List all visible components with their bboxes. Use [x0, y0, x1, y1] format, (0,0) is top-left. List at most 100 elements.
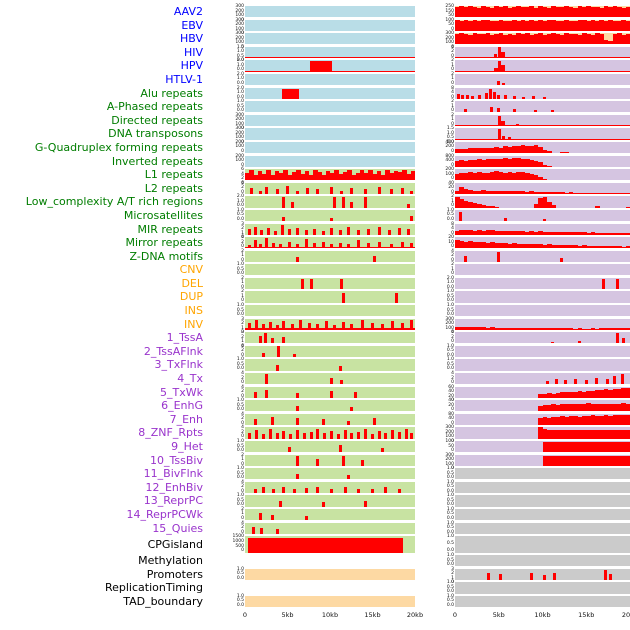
data-bar	[529, 231, 535, 235]
axis-row: 0 5kb 10kb 15kb 20kb 0 5kb 10kb 15kb 20kb	[0, 609, 630, 623]
data-bar	[584, 379, 588, 385]
data-bar	[401, 188, 405, 194]
data-bar	[616, 193, 622, 194]
left-track-panel	[245, 345, 415, 358]
data-bar	[564, 244, 570, 249]
data-bar	[551, 393, 556, 398]
data-bar	[595, 390, 600, 398]
data-bar	[370, 489, 374, 493]
data-bar	[333, 325, 337, 330]
data-bar	[410, 171, 415, 181]
y-tick-label: 20	[448, 185, 454, 191]
y-tick-label: 200	[235, 130, 244, 136]
data-bar	[525, 21, 530, 31]
y-tick-label: 0	[451, 257, 454, 263]
y-tick-label: 3	[241, 316, 244, 322]
left-track-panel	[245, 250, 415, 262]
data-bar	[321, 175, 327, 181]
y-axis-ticks: 100 50 0	[445, 439, 454, 453]
left-cell: 1.0 0.5 0.0	[237, 100, 415, 113]
data-bar	[608, 246, 613, 249]
y-tick-label: 0.5	[236, 497, 244, 503]
data-bar	[530, 573, 534, 580]
x-tick-label: 15kb	[578, 610, 595, 619]
data-bar	[463, 256, 467, 262]
data-bar	[463, 173, 469, 181]
data-bar	[494, 6, 500, 18]
data-bar	[603, 569, 607, 580]
data-bar	[338, 229, 342, 235]
row-label: EBV	[181, 18, 203, 32]
data-bar	[551, 416, 556, 426]
y-tick-label: 100	[235, 121, 244, 127]
data-bar	[468, 201, 473, 208]
data-bar	[282, 486, 286, 493]
data-bar	[260, 528, 264, 534]
y-axis-ticks: 300 200 100 0	[445, 426, 454, 444]
y-tick-label: 1.0	[236, 593, 244, 599]
y-tick-label: 8	[451, 85, 454, 91]
left-track-panel	[245, 291, 415, 303]
data-bar	[484, 92, 488, 99]
y-tick-label: 0.5	[446, 525, 454, 531]
y-tick-label: 0	[241, 434, 244, 440]
y-tick-label: 1	[241, 280, 244, 286]
y-tick-label: 1	[451, 62, 454, 68]
data-bar	[542, 404, 548, 412]
data-bar	[621, 374, 625, 385]
data-bar	[586, 416, 591, 426]
data-bar	[494, 21, 500, 31]
data-bar	[538, 231, 543, 235]
data-bar	[300, 173, 305, 181]
data-bar	[564, 231, 570, 235]
y-axis-ticks: 300 200 100 0	[235, 18, 244, 36]
y-tick-label: 0.5	[446, 484, 454, 490]
y-tick-label: 2.0	[236, 194, 244, 200]
y-tick-label: 2	[451, 375, 454, 381]
track-row: CNV 1.0 0.5 0.0 2 1 0	[0, 263, 630, 277]
y-axis-ticks: 1.0 0.5 0.0	[237, 358, 244, 371]
row-label: HTLV-1	[165, 72, 203, 86]
y-tick-label: 200	[445, 144, 454, 150]
data-bar	[313, 243, 317, 249]
y-tick-label: 2	[241, 176, 244, 182]
data-bar	[538, 146, 543, 154]
row-label: MIR repeats	[137, 222, 203, 236]
row-label: 6_EnhG	[161, 399, 203, 413]
data-bar	[616, 6, 622, 18]
data-bar	[296, 429, 300, 439]
data-bar	[568, 7, 574, 18]
y-axis-ticks: 200 100 0	[235, 154, 244, 168]
y-tick-label: 2	[451, 194, 454, 200]
y-tick-label: 1	[451, 575, 454, 581]
data-bar	[520, 191, 526, 194]
data-bar	[568, 192, 574, 194]
data-bar	[625, 206, 630, 208]
data-bar	[317, 172, 322, 181]
data-bar	[551, 341, 555, 344]
data-bar	[494, 327, 500, 330]
y-tick-label: 1.0	[236, 466, 244, 472]
y-tick-label: 4	[241, 520, 244, 526]
y-tick-label: 100	[235, 26, 244, 32]
left-track-panel	[245, 33, 415, 45]
data-bar	[573, 429, 578, 439]
data-bar	[511, 191, 517, 194]
data-bar	[372, 173, 378, 181]
y-tick-label: 4	[451, 330, 454, 336]
data-bar	[603, 232, 609, 235]
left-cell: 1.0 0.5 0.0	[237, 358, 415, 371]
data-bar	[542, 417, 548, 426]
data-bar	[529, 146, 535, 154]
left-track-panel	[245, 73, 415, 86]
data-bar	[538, 176, 543, 181]
data-bar	[603, 415, 609, 426]
y-tick-label: 3	[451, 566, 454, 572]
